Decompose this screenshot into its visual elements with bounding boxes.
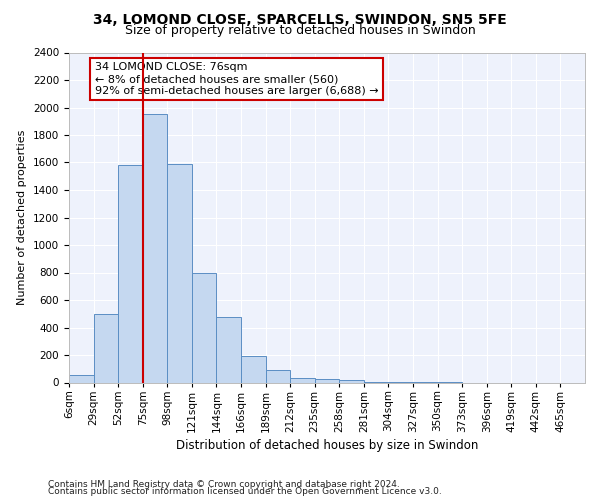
Bar — [339, 380, 364, 382]
Bar — [290, 378, 315, 382]
Bar — [192, 272, 217, 382]
Bar — [143, 114, 167, 382]
Bar — [94, 314, 118, 382]
Text: 34 LOMOND CLOSE: 76sqm
← 8% of detached houses are smaller (560)
92% of semi-det: 34 LOMOND CLOSE: 76sqm ← 8% of detached … — [95, 62, 379, 96]
Text: 34, LOMOND CLOSE, SPARCELLS, SWINDON, SN5 5FE: 34, LOMOND CLOSE, SPARCELLS, SWINDON, SN… — [93, 12, 507, 26]
Text: Size of property relative to detached houses in Swindon: Size of property relative to detached ho… — [125, 24, 475, 37]
Bar — [266, 370, 290, 382]
Bar — [217, 316, 241, 382]
Text: Contains public sector information licensed under the Open Government Licence v3: Contains public sector information licen… — [48, 487, 442, 496]
Text: Contains HM Land Registry data © Crown copyright and database right 2024.: Contains HM Land Registry data © Crown c… — [48, 480, 400, 489]
X-axis label: Distribution of detached houses by size in Swindon: Distribution of detached houses by size … — [176, 438, 478, 452]
Bar — [118, 165, 143, 382]
Bar — [69, 375, 94, 382]
Bar — [241, 356, 266, 382]
Y-axis label: Number of detached properties: Number of detached properties — [17, 130, 28, 305]
Bar — [167, 164, 192, 382]
Bar — [315, 379, 339, 382]
